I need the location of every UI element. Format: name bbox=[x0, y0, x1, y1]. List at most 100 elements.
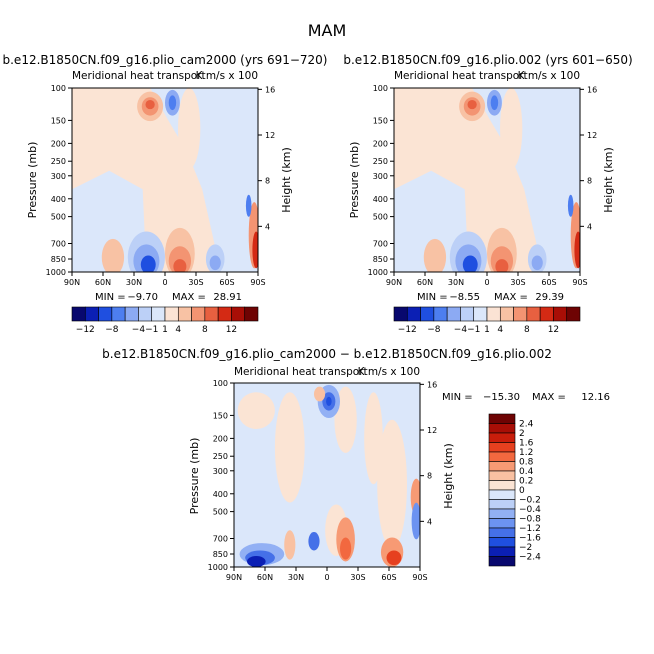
positive-region bbox=[364, 392, 383, 485]
y-tick-label: 850 bbox=[373, 255, 388, 264]
colorbar-swatch bbox=[488, 527, 516, 538]
colorbar-label: 1.6 bbox=[519, 439, 534, 449]
colorbar-swatch bbox=[488, 499, 516, 510]
y-right-tick-label: 16 bbox=[265, 85, 275, 94]
negative-contour bbox=[567, 194, 574, 217]
negative-contour bbox=[247, 555, 266, 567]
positive-contour bbox=[574, 231, 580, 269]
colorbar-label: 1.2 bbox=[519, 448, 533, 458]
colorbar-swatch bbox=[488, 432, 516, 443]
x-tick-label: 0 bbox=[484, 278, 489, 287]
x-tick-label: 90S bbox=[250, 278, 265, 287]
y-tick-label: 850 bbox=[213, 550, 228, 559]
colorbar-swatch bbox=[566, 306, 581, 322]
colorbar-swatch bbox=[124, 306, 139, 322]
colorbar-label: −1.2 bbox=[519, 524, 541, 534]
colorbar-label: 0.2 bbox=[519, 477, 533, 487]
contour-field: 90N 60N 30N 0 30S 60S 90S 100 150 200 250 300 400 500… bbox=[46, 84, 276, 287]
colorbar-label: 4 bbox=[497, 325, 503, 335]
y-tick-label: 500 bbox=[373, 213, 388, 222]
y-right-tick-label: 12 bbox=[587, 131, 597, 140]
colorbar-swatch bbox=[420, 306, 435, 322]
colorbar-swatch bbox=[473, 306, 488, 322]
colorbar-swatch bbox=[217, 306, 232, 322]
colorbar-label: 12 bbox=[226, 325, 237, 335]
positive-contour bbox=[252, 231, 258, 269]
y-axis-label: Pressure (mb) bbox=[26, 142, 39, 219]
panel-plio002: b.e12.B1850CN.f09_g16.plio.002 (yrs 601−… bbox=[343, 53, 632, 335]
colorbar-label: −1 bbox=[467, 325, 480, 335]
y-right-tick-label: 8 bbox=[587, 177, 592, 186]
x-tick-label: 60S bbox=[381, 573, 396, 582]
negative-region bbox=[72, 170, 147, 272]
negative-contour bbox=[462, 255, 478, 272]
y-tick-label: 250 bbox=[373, 157, 388, 166]
colorbar-swatch bbox=[204, 306, 219, 322]
colorbar-swatch bbox=[499, 306, 514, 322]
x-tick-label: 90S bbox=[412, 573, 427, 582]
colorbar-swatch bbox=[393, 306, 408, 322]
y-tick-label: 250 bbox=[51, 157, 66, 166]
positive-region bbox=[178, 88, 201, 169]
y-right-tick-label: 12 bbox=[265, 131, 275, 140]
colorbar-label: 2.4 bbox=[519, 420, 534, 430]
max-value: 12.16 bbox=[581, 392, 610, 403]
y-tick-label: 150 bbox=[373, 116, 388, 125]
min-label: MIN = bbox=[95, 292, 126, 303]
y-axis-label: Pressure (mb) bbox=[188, 438, 201, 515]
panel-subtitle: Meridional heat transport bbox=[72, 70, 206, 82]
colorbar-swatch bbox=[526, 306, 541, 322]
colorbar-swatch bbox=[433, 306, 448, 322]
colorbar-label: 8 bbox=[202, 325, 208, 335]
positive-contour bbox=[495, 259, 509, 272]
y-tick-label: 700 bbox=[51, 239, 66, 248]
colorbar-label: 2 bbox=[519, 429, 525, 439]
y-right-axis-label: Height (km) bbox=[280, 147, 293, 213]
colorbar-swatch bbox=[488, 470, 516, 481]
x-tick-label: 90S bbox=[572, 278, 587, 287]
negative-contour bbox=[490, 95, 499, 111]
panel-difference: b.e12.B1850CN.f09_g16.plio_cam2000 − b.e… bbox=[102, 347, 610, 582]
colorbar-swatch bbox=[488, 508, 516, 519]
y-right-tick-label: 16 bbox=[587, 85, 597, 94]
colorbar-label: −2.4 bbox=[519, 553, 541, 563]
colorbar-swatch bbox=[513, 306, 528, 322]
colorbar-label: −4 bbox=[132, 325, 146, 335]
max-value: 29.39 bbox=[535, 292, 564, 303]
colorbar-swatch bbox=[446, 306, 461, 322]
positive-region bbox=[237, 392, 275, 429]
positive-contour bbox=[101, 238, 125, 272]
contour-field: 90N 60N 30N 0 30S 60S 90S 100 150 200 250 300 400 500… bbox=[368, 84, 598, 287]
colorbar-label: −12 bbox=[398, 325, 417, 335]
y-tick-label: 300 bbox=[213, 467, 228, 476]
y-tick-label: 100 bbox=[373, 84, 388, 93]
y-axis-label: Pressure (mb) bbox=[348, 142, 361, 219]
colorbar-swatch bbox=[488, 461, 516, 472]
colorbar-swatch bbox=[553, 306, 568, 322]
x-tick-label: 60S bbox=[541, 278, 556, 287]
colorbar-swatch bbox=[488, 546, 516, 557]
x-tick-label: 30N bbox=[448, 278, 464, 287]
y-tick-label: 500 bbox=[213, 508, 228, 517]
contour-field: 90N 60N 30N 0 30S 60S 90S 100 150 200 250 300 400 500… bbox=[208, 379, 438, 582]
max-label: MAX = bbox=[494, 292, 528, 303]
y-right-tick-label: 16 bbox=[427, 380, 437, 389]
x-tick-label: 90N bbox=[226, 573, 242, 582]
min-label: MIN = bbox=[417, 292, 448, 303]
positive-region bbox=[274, 392, 305, 503]
negative-contour bbox=[326, 396, 332, 406]
x-tick-label: 30N bbox=[288, 573, 304, 582]
colorbar-label: −0.4 bbox=[519, 505, 541, 515]
colorbar-label: 0.8 bbox=[519, 458, 534, 468]
x-tick-label: 30S bbox=[510, 278, 525, 287]
y-tick-label: 700 bbox=[213, 534, 228, 543]
colorbar-label: −0.8 bbox=[519, 515, 541, 525]
plot-frame bbox=[71, 87, 259, 273]
y-tick-label: 200 bbox=[213, 434, 228, 443]
colorbar-swatch bbox=[488, 537, 516, 548]
positive-contour bbox=[313, 386, 326, 402]
y-tick-label: 300 bbox=[51, 172, 66, 181]
y-tick-label: 200 bbox=[51, 139, 66, 148]
panel-cam2000: b.e12.B1850CN.f09_g16.plio_cam2000 (yrs … bbox=[3, 53, 328, 335]
x-tick-label: 0 bbox=[162, 278, 167, 287]
